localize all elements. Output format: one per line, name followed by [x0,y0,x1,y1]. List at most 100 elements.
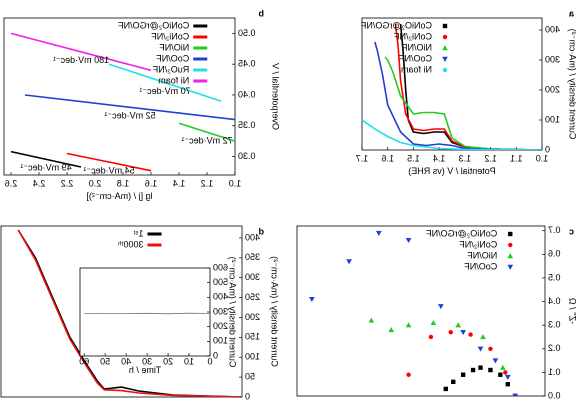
legend-label: RuO₂/NF [152,64,189,74]
legend-label: CoNiO₂@rGO/NF [118,20,190,30]
point [448,330,453,335]
legend-label: CoNi₂/NF [459,239,497,249]
slope-label: 70 mV·dec⁻¹ [139,86,190,96]
legend-marker [442,45,448,51]
legend-label: CoNiO₂@rGO/NF [360,20,432,30]
point [428,334,434,340]
y-axis-label: -Z'' / Ω [568,298,578,324]
y-tick-label: 200 [245,312,260,322]
y-tick-label: 100 [245,352,260,362]
point [492,358,499,364]
point [498,372,503,377]
legend-label: 3000ᵗʰ [118,239,144,249]
mirrored-figure: 01002003004001.01.11.21.31.41.51.61.7Pot… [0,8,578,401]
y-tick-label: 200 [545,84,560,94]
x-tick-label: 60 [79,356,89,366]
y-tick-label: 0.5 [548,272,561,282]
series-line [384,56,542,150]
legend-label: Ni foam [158,75,189,85]
plot-frame [0,225,243,398]
point [499,364,506,370]
x-tick-label: 2.6 [5,178,18,188]
y-tick-label: 50 [245,371,255,381]
x-tick-label: 1.8 [117,178,130,188]
panel: 0.30 0.35 0.40 0.45 0.50 1.0 1.2 1.4 1.6 1.8 2.0 2.… [3,8,281,201]
plot-marks [84,312,210,315]
point [405,322,412,328]
series-line [84,312,210,315]
point [505,381,510,387]
y-tick-label: 0.35 [238,120,256,130]
point [480,334,486,340]
point [430,319,437,326]
point [405,237,412,244]
slope-label: 72 mV·dec⁻¹ [181,136,232,146]
y-tick-label: 0.45 [238,59,256,69]
legend-marker [508,242,513,248]
y-tick-label: 300 [545,54,560,64]
panel-label: a [568,8,574,18]
series-line [10,150,82,168]
x-tick-label: 1.4 [433,153,446,163]
x-tick-label: 1.4 [173,178,186,188]
y-tick-label: 600 [213,262,228,272]
panel-label: d [259,226,265,236]
legend-label: NiO/NF [159,42,189,52]
y-tick-label: 0 [245,391,250,401]
y-tick-label: 300 [245,272,260,282]
legend-marker [442,34,448,40]
y-tick-label: 0.7 [548,225,561,235]
x-tick-label: 1.3 [459,153,472,163]
point [451,379,456,385]
legend-marker [507,264,514,270]
x-tick-label: 30 [142,356,152,366]
y-tick-label: 0 [213,350,218,360]
plot-marks [309,230,519,396]
point [470,367,476,373]
y-tick-label: 0.3 [548,320,561,330]
series-line [10,32,152,72]
point [488,367,493,373]
legend-label: CoNi₂/NF [151,31,189,41]
point [512,393,519,396]
legend-marker [442,67,448,73]
point [375,230,382,236]
x-tick-label: 2.4 [33,178,46,188]
x-tick-label: 50 [100,356,110,366]
y-tick-label: 400 [545,24,560,34]
y-tick-label: 100 [545,114,560,124]
y-tick-label: 0.40 [238,89,256,99]
legend-label: CoNiO₂@rGO/NF [426,228,498,238]
y-axis-label: Overpotential / V [271,63,281,130]
point [460,330,467,336]
point [406,372,411,377]
x-tick-label: 1.7 [356,153,369,163]
panel-label: b [258,8,264,18]
point [346,259,352,265]
plot-frame [79,267,211,357]
x-tick-label: 1.2 [484,153,497,163]
legend-label: CoNi₂/NF [394,31,432,41]
x-tick-label: 1.0 [536,153,549,163]
x-tick-label: 40 [121,356,131,366]
x-tick-label: 10 [184,356,194,366]
legend-label: NiO/NF [467,250,497,260]
y-axis-label: Current density / (mA·cm⁻²) [228,257,238,368]
point [488,346,493,351]
plot-frame [3,17,236,176]
slope-label: 49 mV·dec⁻¹ [20,163,71,173]
legend-marker [508,231,513,237]
x-tick-label: 1.1 [510,153,523,163]
y-tick-label: 0.4 [548,296,561,306]
legend-label: 1ˢᵗ [133,228,143,238]
y-tick-label: 0 [545,144,550,154]
point [388,327,395,333]
y-tick-label: 0.30 [238,151,256,161]
panel-label: c [569,226,574,236]
point [477,346,484,352]
panel: 0.0 0.1 0.2 0.3 0.4 0.5 0.6 0.7 -Z'' / Ω c CoNiO₂@… [296,225,578,400]
point [504,374,511,380]
x-axis-label: Potential / V (vs RHE) [408,166,496,176]
